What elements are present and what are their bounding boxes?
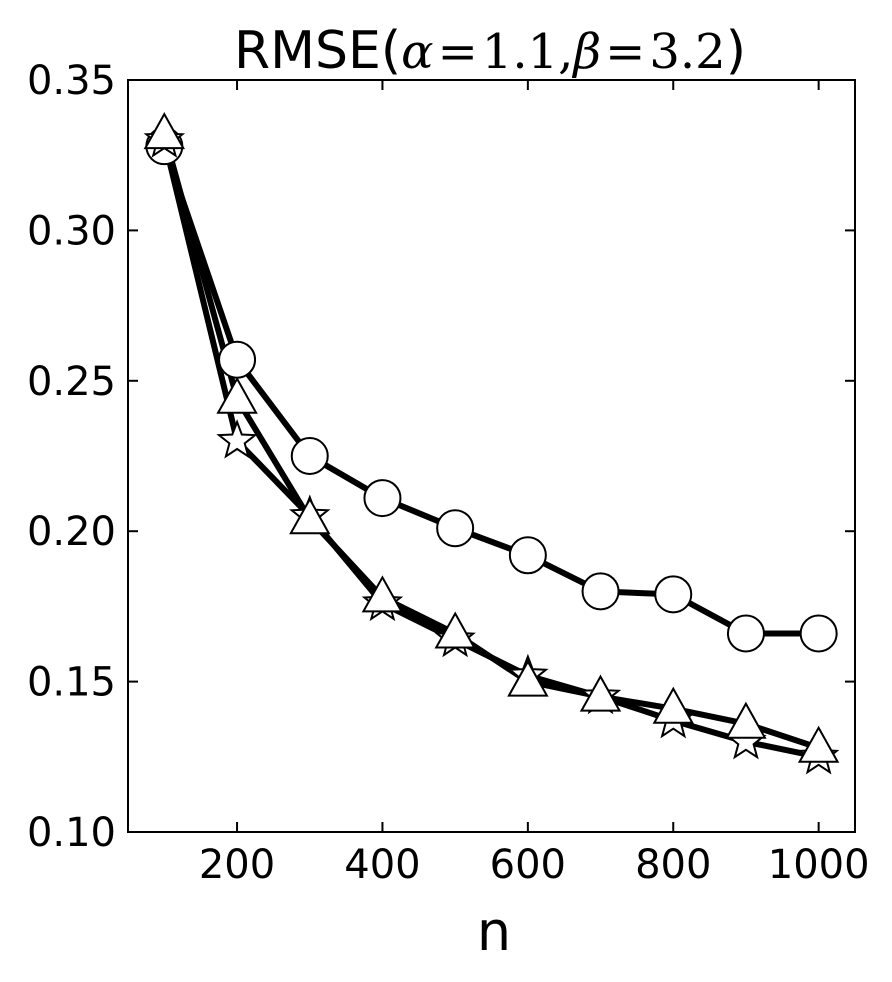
data-point-circle: [363, 479, 402, 518]
data-point-triangle: [216, 376, 258, 414]
y-tick-label: 0.25: [27, 359, 116, 405]
y-tick-label: 0.20: [27, 509, 116, 555]
x-tick-label: 1000: [768, 842, 870, 888]
data-point-triangle: [652, 686, 695, 724]
data-point-star: [216, 419, 258, 459]
data-point-triangle: [579, 674, 622, 712]
data-point-circle: [581, 572, 620, 611]
data-point-circle: [654, 575, 693, 614]
y-tick-label: 0.15: [27, 660, 116, 706]
data-point-triangle: [507, 659, 549, 697]
data-point-circle: [436, 509, 475, 548]
axes-frame: [127, 79, 856, 833]
series-line-triangle: [161, 131, 822, 751]
chart-title: RMSE(α=1.1,β=3.2): [234, 21, 746, 81]
plot-area: [143, 112, 840, 775]
x-tick-label: 800: [635, 842, 711, 888]
data-point-triangle: [434, 611, 476, 649]
x-tick-label: 400: [344, 842, 420, 888]
data-point-triangle: [725, 701, 767, 739]
data-point-circle: [799, 614, 838, 653]
data-point-triangle: [361, 575, 404, 613]
y-tick-label: 0.30: [27, 208, 116, 254]
data-point-circle: [508, 536, 547, 575]
series-line-circle: [161, 143, 822, 637]
x-tick-label: 200: [199, 842, 275, 888]
x-tick-label: 600: [490, 842, 566, 888]
y-tick-label: 0.10: [27, 810, 116, 856]
title-suffix: ): [726, 21, 746, 81]
axes: 0.10 0.15 0.20 0.25 0.30 0.35 200 400 600 800 1000: [27, 58, 870, 888]
title-alpha-value: 1.1,: [482, 24, 574, 80]
title-prefix: RMSE(: [234, 21, 401, 81]
title-eq-2: =: [605, 24, 645, 80]
data-point-circle: [218, 340, 257, 379]
title-eq-1: =: [438, 24, 478, 80]
title-beta-value: 3.2: [649, 24, 725, 80]
data-point-triangle: [797, 725, 840, 763]
data-point-triangle: [143, 112, 186, 150]
title-alpha: α: [401, 24, 433, 80]
y-tick-label: 0.35: [27, 58, 116, 104]
title-beta: β: [571, 24, 601, 80]
data-point-circle: [726, 614, 765, 653]
data-point-triangle: [289, 497, 331, 535]
data-point-circle: [290, 437, 329, 475]
x-axis-label: n: [477, 900, 511, 963]
series-line-star: [161, 137, 822, 760]
